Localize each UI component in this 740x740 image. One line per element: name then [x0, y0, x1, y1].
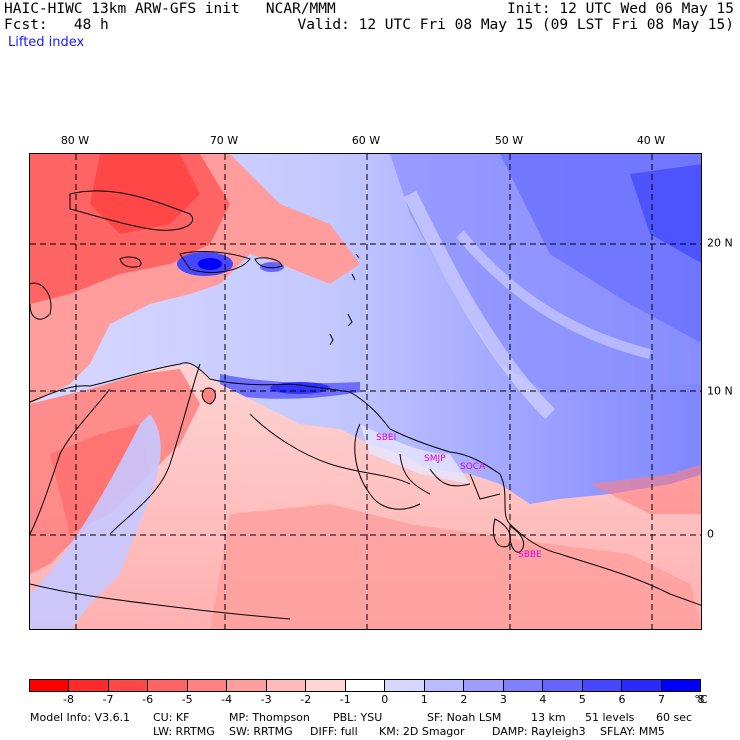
colorbar-swatch [661, 680, 700, 691]
footer-mp: MP: Thompson [229, 711, 310, 724]
colorbar-tick-label: 5 [578, 693, 586, 706]
lat-label-10n: 10 N [707, 384, 733, 398]
station-label-sbbe: SBBE [518, 550, 542, 560]
station-label-sbei: SBEI [376, 433, 396, 443]
footer-timestep: 60 sec [656, 711, 693, 724]
footer-damp: DAMP: Rayleigh3 [492, 725, 586, 738]
footer-lw: LW: RRTMG [153, 725, 215, 738]
footer-sflay: SFLAY: MM5 [600, 725, 665, 738]
colorbar-swatch [69, 680, 109, 691]
model-title: HAIC-HIWC 13km ARW-GFS init NCAR/MMM [4, 1, 336, 17]
footer-cu: CU: KF [153, 711, 190, 724]
lifted-index-colorbar [29, 679, 701, 692]
colorbar-tick-label: 7 [657, 693, 665, 706]
colorbar-tick-label: 1 [420, 693, 428, 706]
colorbar-tick-label: -6 [142, 693, 154, 706]
lon-label-50w: 50 W [494, 134, 524, 147]
footer-diff: DIFF: full [310, 725, 358, 738]
colorbar-swatch [424, 680, 465, 691]
station-label-smjp: SMJP [424, 454, 446, 464]
colorbar-swatch [385, 680, 425, 691]
colorbar-swatch [622, 680, 662, 691]
forecast-hour: Fcst: 48 h [4, 17, 109, 33]
init-time: Init: 12 UTC Wed 06 May 15 [507, 1, 734, 17]
colorbar-swatch [543, 680, 583, 691]
colorbar-units: °C [694, 693, 708, 706]
station-label-soca: SOCA [460, 462, 486, 472]
colorbar-swatch [108, 680, 149, 691]
colorbar-tick-label: -1 [339, 693, 351, 706]
field-name: Lifted index [8, 35, 85, 50]
footer-sf: SF: Noah LSM [427, 711, 502, 724]
lon-label-60w: 60 W [351, 134, 381, 147]
lon-label-70w: 70 W [209, 134, 239, 147]
colorbar-swatch [582, 680, 623, 691]
colorbar-swatch [503, 680, 544, 691]
colorbar-swatch [187, 680, 228, 691]
colorbar-tick-label: 2 [460, 693, 468, 706]
footer-resolution: 13 km [531, 711, 566, 724]
colorbar-tick-label: -4 [221, 693, 233, 706]
footer-km: KM: 2D Smagor [379, 725, 465, 738]
valid-time: Valid: 12 UTC Fri 08 May 15 (09 LST Fri … [297, 17, 735, 33]
colorbar-tick-label: -8 [63, 693, 74, 706]
lifted-index-map: SBEI SMJP SOCA SBBE [29, 153, 702, 630]
colorbar-swatch [148, 680, 188, 691]
footer-pbl: PBL: YSU [333, 711, 383, 724]
colorbar-tick-label: 3 [499, 693, 507, 706]
colorbar-tick-label: 4 [539, 693, 547, 706]
colorbar-tick-label: 8 [697, 693, 705, 706]
colorbar-swatch [227, 680, 267, 691]
footer-sw: SW: RRTMG [229, 725, 293, 738]
lat-label-0: 0 [707, 527, 714, 541]
footer-levels: 51 levels [585, 711, 635, 724]
colorbar-tick-label: 0 [381, 693, 389, 706]
colorbar-swatch [266, 680, 307, 691]
colorbar-tick-label: -5 [181, 693, 193, 706]
map-canvas: SBEI SMJP SOCA SBBE [30, 154, 701, 629]
lon-label-40w: 40 W [636, 134, 666, 147]
lon-label-80w: 80 W [60, 134, 90, 147]
colorbar-tick-label: -2 [300, 693, 312, 706]
footer-model-info: Model Info: V3.6.1 [30, 711, 131, 724]
colorbar-tick-label: -3 [260, 693, 272, 706]
colorbar-swatch [345, 680, 386, 691]
colorbar-swatch [464, 680, 504, 691]
colorbar-tick-label: -7 [102, 693, 114, 706]
colorbar-swatch [306, 680, 346, 691]
colorbar-tick-label: 6 [618, 693, 626, 706]
colorbar-swatch [30, 680, 70, 691]
lat-label-20n: 20 N [707, 236, 733, 250]
